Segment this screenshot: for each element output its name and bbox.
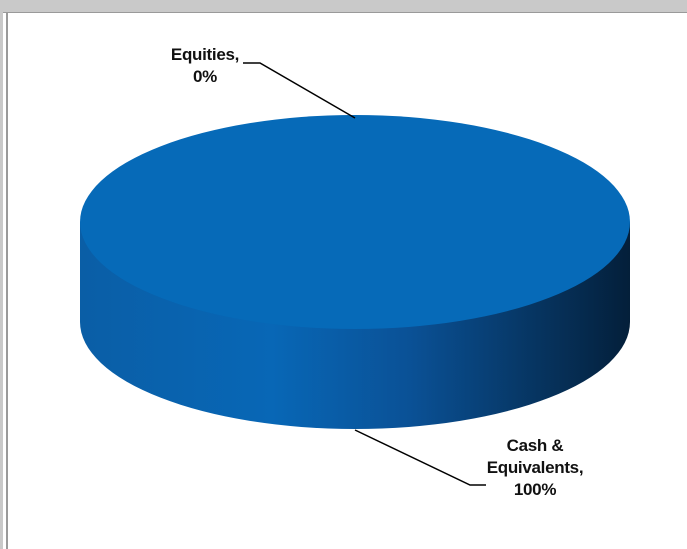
pie-slice-cash-equivalents	[80, 115, 630, 329]
leader-line-equities	[243, 62, 356, 119]
window-top-bar	[0, 0, 687, 13]
data-label-cash-percent: 100%	[513, 480, 557, 499]
window-left-border	[0, 12, 3, 549]
data-label-equities: Equities, 0%	[150, 44, 260, 88]
data-label-equities-name: Equities,	[170, 45, 240, 64]
leader-line-cash-equivalents	[354, 429, 486, 486]
data-label-cash-name-line1: Cash &	[506, 436, 564, 455]
window-left-divider	[6, 12, 8, 549]
data-label-cash-equivalents: Cash & Equivalents, 100%	[470, 435, 600, 501]
data-label-cash-name-line2: Equivalents,	[486, 458, 584, 477]
data-label-equities-percent: 0%	[193, 67, 217, 86]
